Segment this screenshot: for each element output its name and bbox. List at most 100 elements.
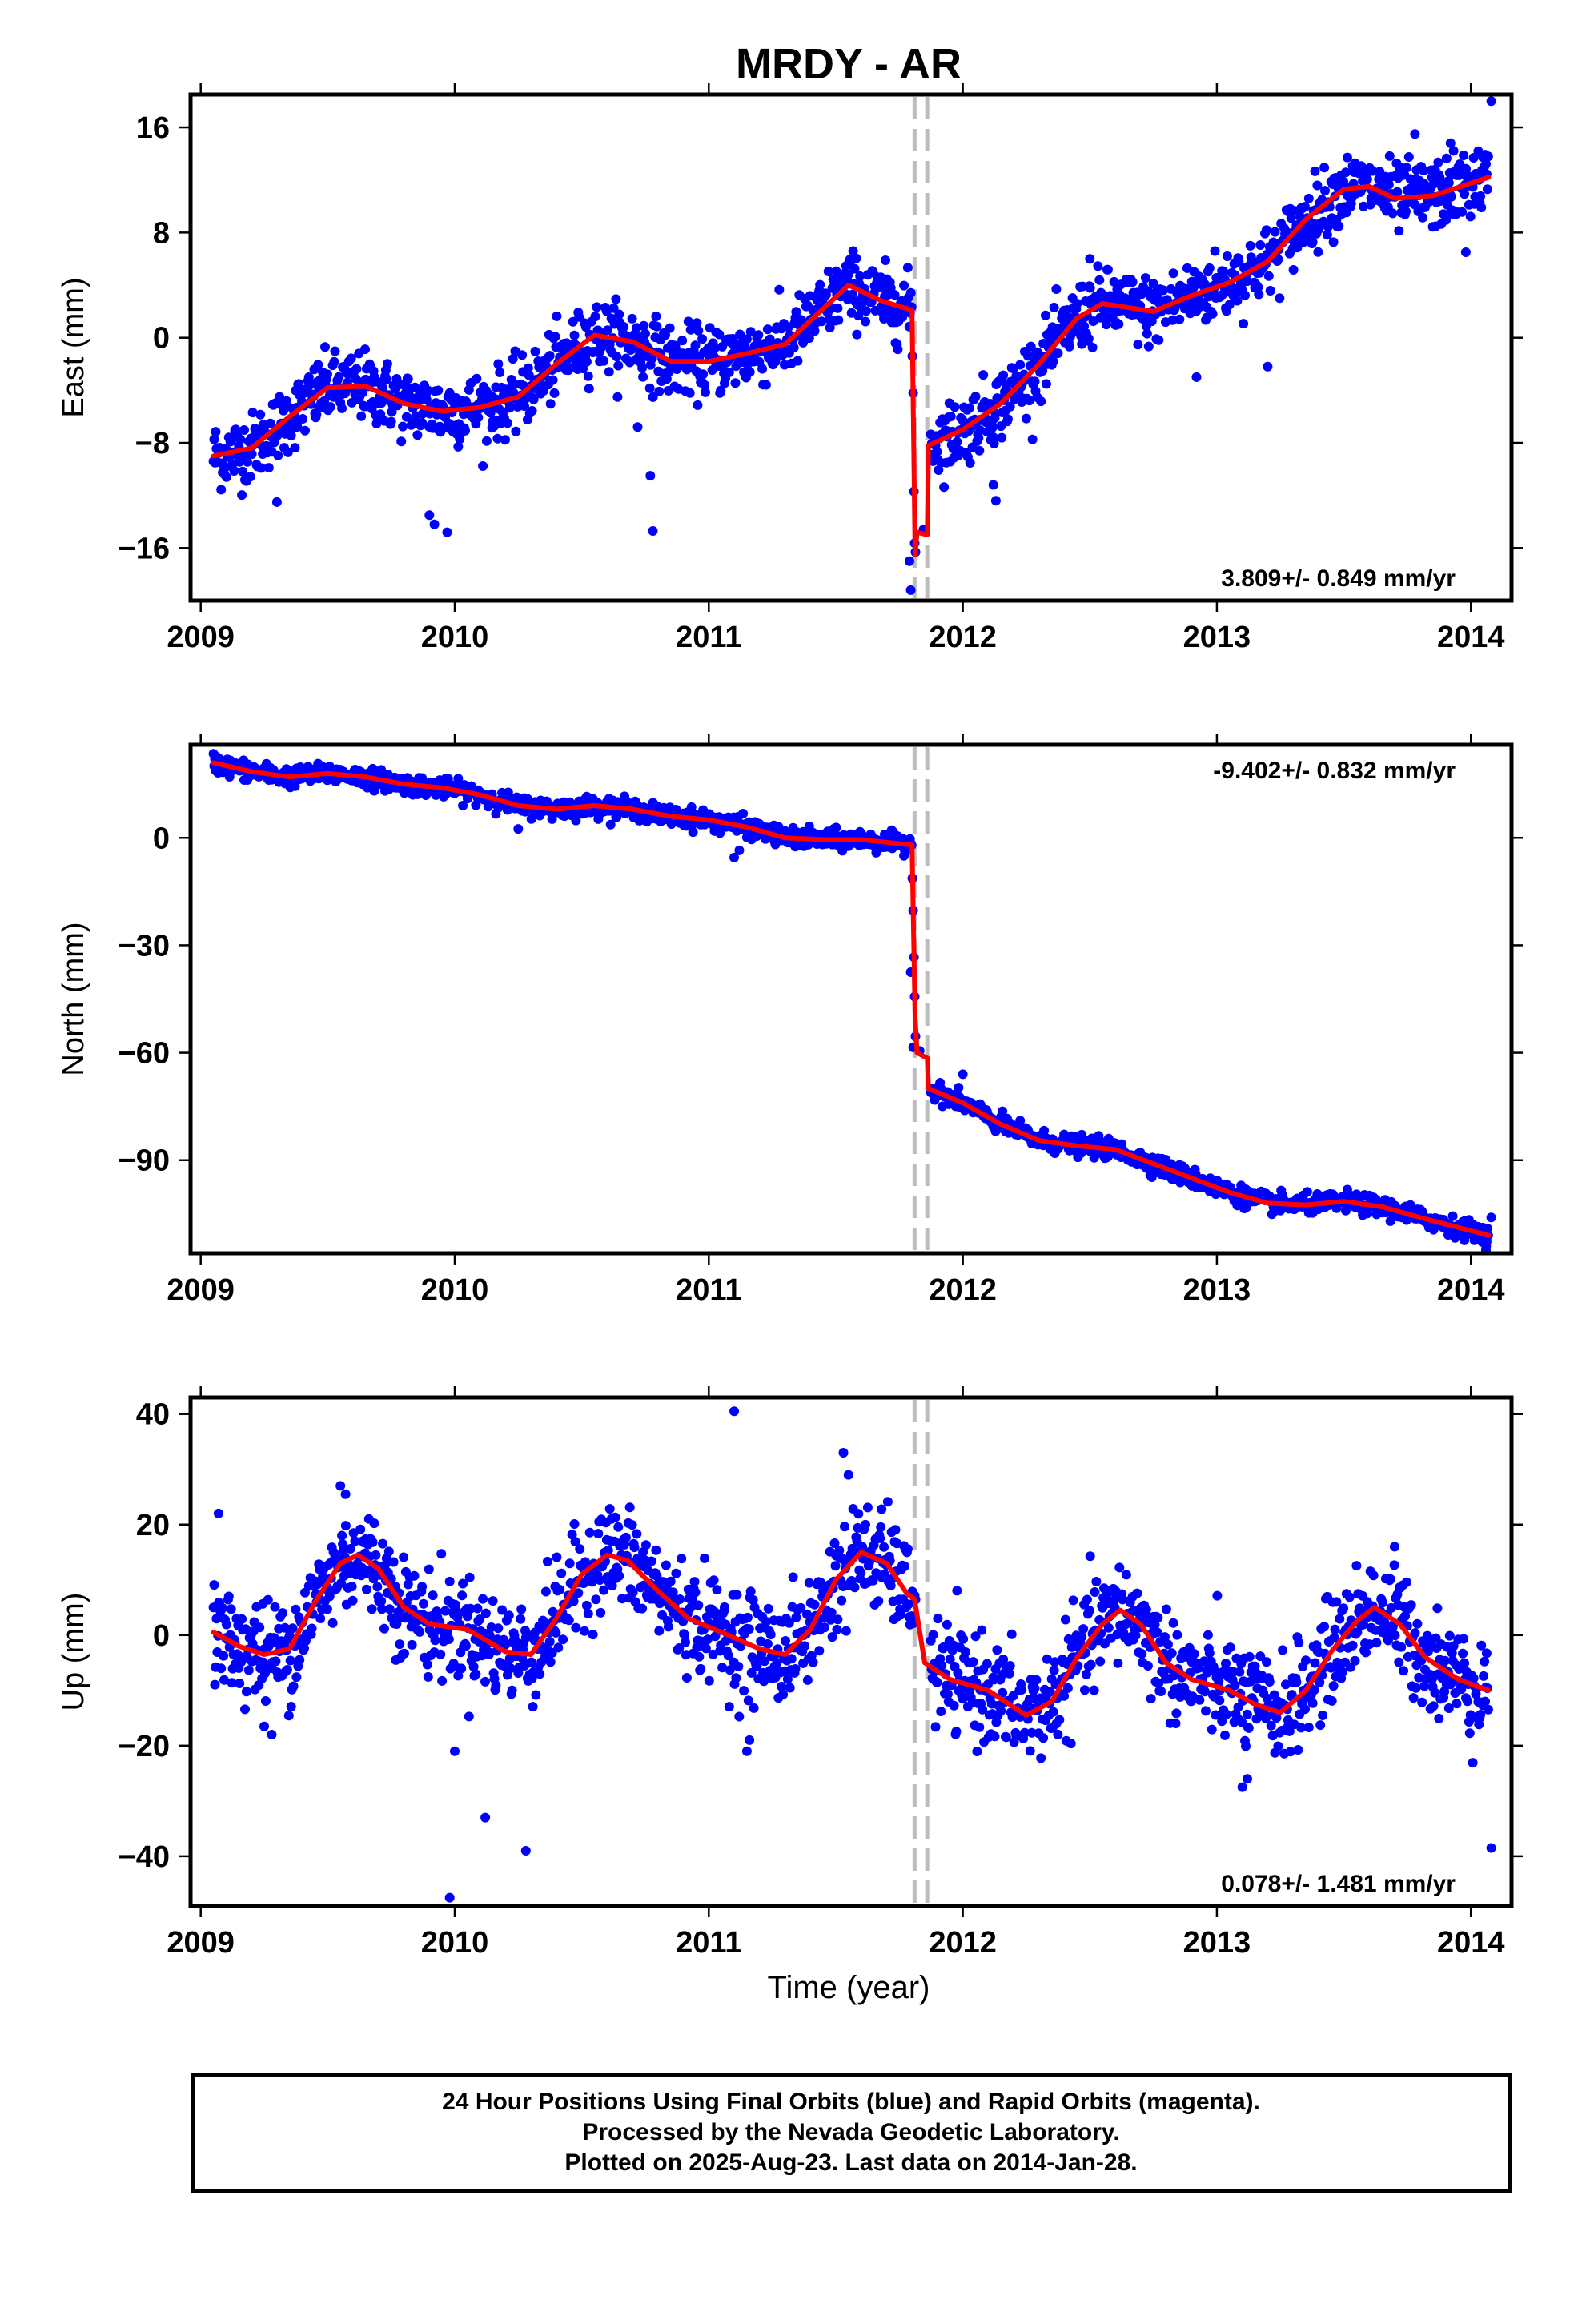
data-point [605,819,616,830]
data-point-outlier [648,526,658,536]
data-point [952,1586,962,1596]
data-point [686,802,697,812]
data-point [1273,1741,1283,1751]
data-point [433,385,444,396]
data-point [693,325,704,336]
data-point [1166,1648,1177,1659]
data-point [879,1542,889,1552]
data-point [637,363,648,373]
data-point [856,1567,866,1578]
data-point [569,1519,580,1529]
data-point [677,1554,687,1564]
data-point [1121,1570,1131,1580]
data-point [1264,1677,1275,1687]
y-tick-label: 8 [153,216,170,250]
plot-frame [188,742,1514,1256]
data-point [528,394,539,404]
data-point [946,412,956,421]
data-point [1401,1577,1411,1587]
data-point [604,1504,615,1514]
data-point [564,1615,574,1626]
data-point [853,311,864,321]
data-point [1038,1733,1049,1743]
data-point [791,1612,801,1622]
data-point [934,465,944,475]
data-point [423,1671,433,1682]
data-point [1127,277,1138,287]
y-tick-label: −90 [118,1144,170,1178]
data-point [584,384,594,394]
data-point [371,1550,381,1560]
data-point [1031,1675,1042,1685]
data-point [337,1530,347,1541]
data-point [473,412,484,423]
x-tick-label: 2009 [167,1273,235,1307]
data-point [788,1572,798,1582]
data-point [1243,1723,1254,1733]
data-point [1039,1125,1050,1136]
data-point [550,332,560,342]
data-point [1465,211,1476,222]
data-point [1036,396,1046,407]
data-point [558,1634,568,1645]
data-point [654,1626,665,1636]
data-point [849,1582,860,1593]
data-point [288,1681,299,1691]
data-point [638,372,648,382]
data-point [1025,1746,1035,1756]
data-point [591,1594,601,1605]
data-point [409,1570,420,1581]
data-point [311,409,322,420]
data-point [1170,1719,1181,1728]
data-point [493,359,504,369]
data-point [951,1727,962,1737]
data-point [453,441,464,452]
data-point [555,1585,565,1594]
x-tick-label: 2012 [929,621,997,654]
data-point [1435,172,1445,183]
data-point [1133,340,1143,350]
data-point [430,1635,440,1646]
data-point [765,1630,776,1640]
data-point [209,434,219,444]
data-point [843,269,853,279]
data-point [1452,1699,1462,1709]
y-axis-label: East (mm) [57,277,90,417]
data-point [1261,1657,1271,1667]
data-point [902,1544,913,1554]
data-point [1302,1187,1312,1197]
data-point [735,329,745,340]
data-point [1350,1655,1360,1666]
data-point [978,370,989,380]
data-point [1072,299,1082,308]
data-point [1002,414,1013,424]
data-point [403,374,413,384]
data-point [928,1630,938,1640]
data-point [1294,1638,1304,1648]
data-point [340,1521,351,1531]
data-point [428,1590,438,1601]
data-point [677,336,688,346]
data-point [1244,1651,1255,1662]
data-point [423,385,433,396]
data-point [1396,1642,1407,1652]
data-point [1476,191,1486,201]
data-point [556,1568,567,1578]
data-point [1403,152,1414,162]
data-point [744,1624,754,1634]
data-point [1351,1561,1362,1571]
data-point [551,1627,561,1638]
data-point [581,356,592,367]
data-point [770,356,781,367]
data-point [478,461,488,471]
data-point [602,325,612,336]
data-point [464,1572,475,1582]
data-point [1275,293,1285,304]
data-point [548,375,558,385]
data-point [982,1659,992,1669]
data-point [437,1675,448,1686]
data-point [1444,1630,1455,1641]
data-point [235,1679,245,1688]
data-point [1154,335,1164,345]
data-point [330,346,340,356]
